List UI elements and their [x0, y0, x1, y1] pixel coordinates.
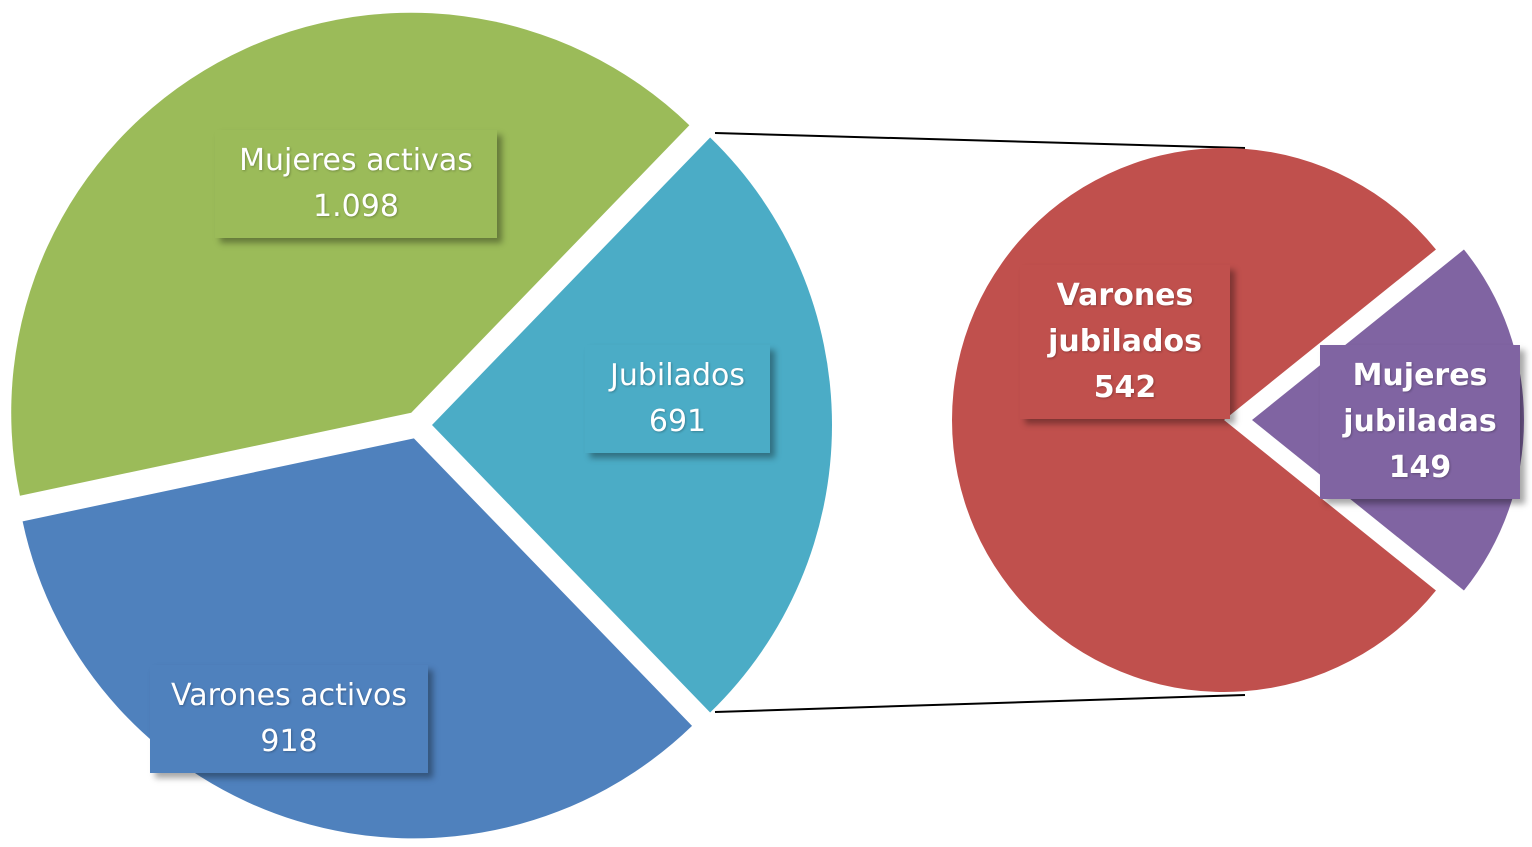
slice-name: Varones activos	[171, 678, 407, 713]
slice-value: 918	[260, 724, 318, 759]
slice-value: 691	[648, 404, 707, 439]
slice-value: 1.098	[313, 189, 399, 224]
slice-label: Varones jubilados 542	[1020, 265, 1230, 419]
slice-value: 542	[1093, 370, 1157, 405]
slice-label: Jubilados 691	[585, 345, 770, 453]
slice-name: Varones jubilados	[1048, 278, 1202, 359]
pie-slice	[11, 12, 690, 496]
slice-name: Jubilados	[610, 358, 745, 393]
connector-line	[714, 694, 1246, 713]
slice-label: Mujeres activas 1.098	[215, 130, 497, 238]
slice-label: Varones activos 918	[150, 665, 428, 773]
connector-line	[714, 132, 1246, 149]
slice-name: Mujeres activas	[239, 143, 473, 178]
slice-name: Mujeres jubiladas	[1343, 358, 1497, 439]
slice-value: 149	[1388, 450, 1452, 485]
slice-label: Mujeres jubiladas 149	[1320, 345, 1520, 499]
